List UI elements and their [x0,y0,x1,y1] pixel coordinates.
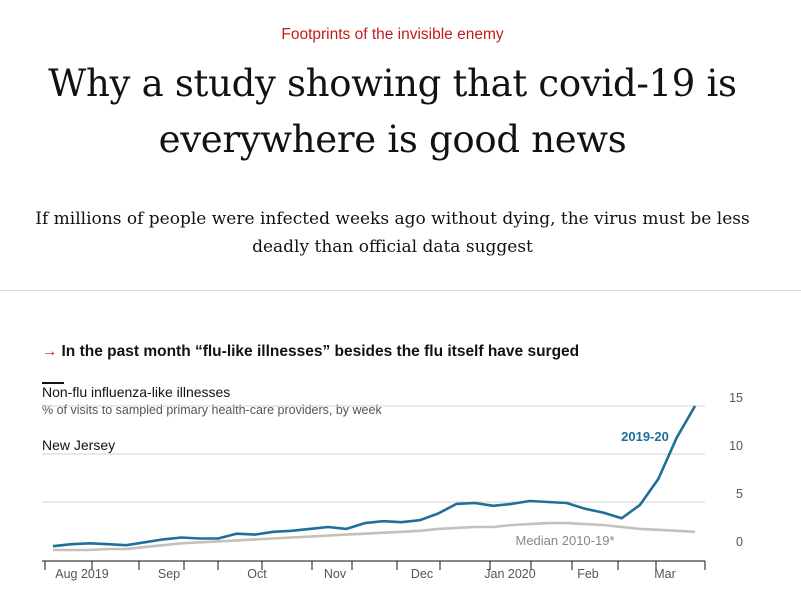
article-rubric: Footprints of the invisible enemy [281,26,504,43]
x-tick-label: Dec [411,567,433,581]
series-line-median [53,521,696,552]
panel-region-label: New Jersey [42,437,116,453]
x-tick-label: Sep [158,567,180,581]
x-tick-label: Feb [577,567,599,581]
x-tick-label: Oct [247,567,267,581]
x-tick-label: Mar [654,567,676,581]
x-tick-label: Jan 2020 [484,567,535,581]
y-tick-label: 15 [729,391,743,405]
series-label-2019-20: 2019-20 [621,429,669,444]
legend-swatch [42,382,64,384]
series-line-2019-20 [52,405,697,548]
arrow-right-icon: → [42,343,58,360]
panel-title: Non-flu influenza-like illnesses [42,384,231,400]
x-tick-label: Aug 2019 [55,567,109,581]
chart-title: → In the past month “flu-like illnesses” … [42,343,579,361]
y-tick-label: 10 [729,439,743,453]
y-tick-label: 5 [736,487,743,501]
section-divider [0,290,801,291]
article-standfirst: If millions of people were infected week… [35,209,750,257]
x-tick-label: Nov [324,567,347,581]
y-tick-label: 0 [736,535,743,549]
article-headline: Why a study showing that covid-19 is eve… [48,62,737,161]
series-label-median: Median 2010-19* [515,533,614,548]
chart-title-text: In the past month “flu-like illnesses” b… [61,343,580,360]
